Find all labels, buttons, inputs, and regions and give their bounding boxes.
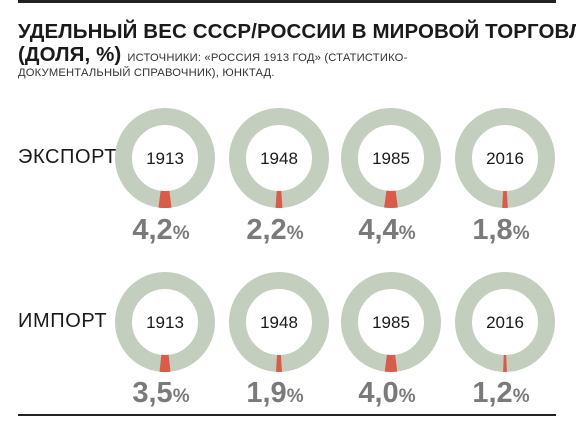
value-label: 4,0% [358,377,415,409]
year-label: 1913 [146,149,184,168]
value-label: 3,5% [132,377,189,409]
title-line-1: УДЕЛЬНЫЙ ВЕС СССР/РОССИИ В МИРОВОЙ ТОРГО… [18,20,576,43]
value-label: 2,2% [246,214,303,246]
share-wedge [276,354,282,372]
year-label: 1948 [260,313,298,332]
share-wedge [159,354,171,372]
year-label: 2016 [486,149,524,168]
row-label-export: ЭКСПОРТ [18,146,118,168]
year-label: 1985 [372,149,410,168]
chart-title: УДЕЛЬНЫЙ ВЕС СССР/РОССИИ В МИРОВОЙ ТОРГО… [18,20,576,70]
source-text-2: ДОКУМЕНТАЛЬНЫЙ СПРАВОЧНИК), ЮНКТАД. [18,67,275,79]
year-label: 1985 [372,313,410,332]
title-line-2: (ДОЛЯ, %) [18,43,122,66]
year-label: 2016 [486,313,524,332]
value-label: 4,4% [358,214,415,246]
value-label: 1,9% [246,377,303,409]
share-wedge [384,190,398,208]
value-label: 1,8% [472,214,529,246]
share-wedge [503,354,507,372]
share-wedge [275,190,283,209]
year-label: 1948 [260,149,298,168]
year-label: 1913 [146,313,184,332]
source-text-1: ИСТОЧНИКИ: «РОССИЯ 1913 ГОД» (СТАТИСТИКО… [127,52,408,64]
share-wedge [384,354,398,372]
bottom-rule [18,414,556,416]
value-label: 4,2% [132,214,189,246]
share-wedge [502,190,508,208]
share-wedge [158,190,172,208]
row-label-import: ИМПОРТ [18,310,108,332]
top-rule [18,0,556,3]
value-label: 1,2% [472,377,529,409]
